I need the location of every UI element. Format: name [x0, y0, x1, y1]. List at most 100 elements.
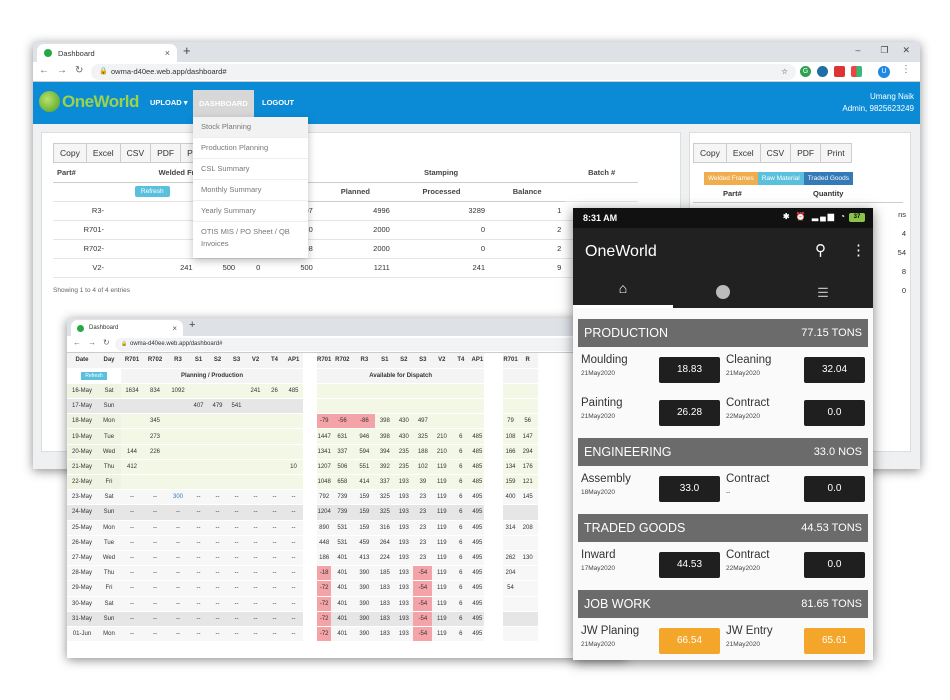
- nav-dashboard[interactable]: DASHBOARD: [193, 90, 254, 117]
- url-bar[interactable]: 🔒 owma-d40ee.web.app/dashboard# ☆: [91, 64, 796, 80]
- menu-item-csl-summary[interactable]: CSL Summary: [193, 159, 308, 180]
- cell-date: 22-May: [67, 474, 97, 491]
- cell: 6: [451, 520, 471, 536]
- cell: [303, 353, 317, 369]
- filter-welded-frames[interactable]: Welded Frames: [704, 172, 758, 185]
- col-header: R: [517, 353, 538, 369]
- col-quantity[interactable]: Quantity: [813, 189, 844, 198]
- col-header: T4: [265, 353, 284, 369]
- cell: 119: [432, 565, 452, 582]
- csv-button[interactable]: CSV: [759, 143, 792, 163]
- minimize-icon[interactable]: –: [855, 45, 861, 55]
- refresh-button[interactable]: Refresh: [81, 371, 107, 380]
- stat-date: 21May2020: [581, 413, 615, 420]
- cell: --: [227, 611, 246, 627]
- extension-shield-icon[interactable]: [834, 66, 845, 77]
- col-balance[interactable]: Balance: [489, 182, 566, 202]
- stat-painting[interactable]: Painting 21May2020 26.28: [578, 392, 723, 436]
- cell: [284, 444, 303, 460]
- filter-traded-goods[interactable]: Traded Goods: [803, 172, 854, 185]
- sync-tab[interactable]: [673, 280, 773, 308]
- nav-upload[interactable]: UPLOAD ▾: [150, 98, 188, 107]
- excel-button[interactable]: Excel: [85, 143, 121, 163]
- cell: [353, 398, 376, 415]
- stat-cleaning[interactable]: Cleaning 21May2020 32.04: [723, 349, 868, 393]
- avatar[interactable]: U: [878, 66, 890, 78]
- col-batch[interactable]: Batch #: [565, 163, 638, 183]
- pdf-button[interactable]: PDF: [790, 143, 822, 163]
- extension-c-icon[interactable]: [817, 66, 828, 77]
- extension-grid-icon[interactable]: [851, 66, 862, 77]
- reload-icon[interactable]: ↻: [103, 338, 110, 347]
- menu-item-stock-planning[interactable]: Stock Planning: [193, 117, 308, 138]
- extension-g-icon[interactable]: G: [800, 66, 811, 77]
- cell: 54: [503, 580, 518, 597]
- url-bar[interactable]: 🔒 owma-d40ee.web.app/dashboard#: [115, 338, 615, 351]
- stat-inward[interactable]: Inward 17May2020 44.53: [578, 544, 723, 588]
- cell: 183: [375, 626, 395, 643]
- close-tab-icon[interactable]: ×: [172, 323, 177, 333]
- menu-dots-icon[interactable]: ⋮: [901, 64, 911, 75]
- maximize-icon[interactable]: ❐: [880, 45, 889, 55]
- filter-raw-material[interactable]: Raw Material: [757, 172, 804, 185]
- nav-logout[interactable]: LOGOUT: [262, 98, 295, 107]
- browser-tab[interactable]: Dashboard ×: [71, 320, 183, 336]
- stat-jw-entry[interactable]: JW Entry 21May2020 65.61: [723, 620, 868, 664]
- forward-icon[interactable]: →: [57, 65, 67, 76]
- stat-contract[interactable]: Contract -- 0.0: [723, 468, 868, 512]
- cell: [303, 474, 317, 491]
- excel-button[interactable]: Excel: [725, 143, 761, 163]
- search-icon[interactable]: ⚲: [815, 242, 826, 259]
- list-tab[interactable]: ☰: [773, 280, 873, 308]
- section-header[interactable]: TRADED GOODS 44.53 TONS: [578, 514, 868, 542]
- cell-processed: 241: [393, 258, 490, 278]
- star-icon[interactable]: ☆: [781, 67, 788, 76]
- home-tab[interactable]: ⌂: [573, 280, 673, 308]
- copy-button[interactable]: Copy: [53, 143, 87, 163]
- stat-moulding[interactable]: Moulding 21May2020 18.83: [578, 349, 723, 393]
- cell: 193: [394, 565, 414, 582]
- menu-item-production-planning[interactable]: Production Planning: [193, 138, 308, 159]
- cell: --: [208, 596, 227, 612]
- back-icon[interactable]: ←: [73, 338, 81, 347]
- back-icon[interactable]: ←: [39, 65, 49, 76]
- section-header[interactable]: PRODUCTION 77.15 TONS: [578, 319, 868, 347]
- col-part[interactable]: Part#: [723, 189, 742, 198]
- app-logo[interactable]: OneWorld: [39, 91, 139, 112]
- col-processed[interactable]: Processed: [393, 182, 490, 202]
- copy-button[interactable]: Copy: [693, 143, 727, 163]
- new-tab-icon[interactable]: +: [183, 43, 191, 58]
- stat-contract[interactable]: Contract 22May2020 0.0: [723, 544, 868, 588]
- cell-part: R702-: [53, 239, 108, 259]
- forward-icon[interactable]: →: [88, 338, 96, 347]
- menu-item-monthly-summary[interactable]: Monthly Summary: [193, 180, 308, 201]
- col-planned[interactable]: Planned: [316, 182, 394, 202]
- stat-contract[interactable]: Contract 22May2020 0.0: [723, 392, 868, 436]
- section-header[interactable]: ENGINEERING 33.0 NOS: [578, 438, 868, 466]
- cell: --: [143, 520, 167, 536]
- stat-assembly[interactable]: Assembly 18May2020 33.0: [578, 468, 723, 512]
- close-tab-icon[interactable]: ×: [164, 48, 170, 58]
- cell: [227, 428, 246, 445]
- cell: [413, 398, 433, 415]
- table-row: 28-May Thu -- -- -- -- -- -- -- -- -- -18 401 390 185 1…: [67, 565, 558, 582]
- overflow-menu-icon[interactable]: ⋮: [851, 242, 866, 259]
- pdf-button[interactable]: PDF: [150, 143, 182, 163]
- refresh-button[interactable]: Refresh: [134, 186, 170, 197]
- cell: --: [227, 565, 246, 582]
- reload-icon[interactable]: ↻: [75, 65, 84, 76]
- menu-item-yearly-summary[interactable]: Yearly Summary: [193, 201, 308, 222]
- col-part[interactable]: Part#: [53, 163, 108, 183]
- browser-tab[interactable]: Dashboard ×: [37, 44, 177, 62]
- close-window-icon[interactable]: ✕: [902, 45, 910, 55]
- menu-item-otis-mis[interactable]: OTIS MIS / PO Sheet / QB Invoices: [201, 227, 290, 248]
- new-tab-icon[interactable]: +: [189, 319, 196, 331]
- cell: 495: [470, 565, 485, 582]
- cell: [303, 398, 317, 415]
- csv-button[interactable]: CSV: [119, 143, 152, 163]
- cell: [484, 398, 504, 415]
- stat-jw-planing[interactable]: JW Planing 21May2020 66.54: [578, 620, 723, 664]
- print-button[interactable]: Print: [820, 143, 852, 163]
- nav-upload-label: UPLOAD: [150, 98, 182, 107]
- section-header[interactable]: JOB WORK 81.65 TONS: [578, 590, 868, 618]
